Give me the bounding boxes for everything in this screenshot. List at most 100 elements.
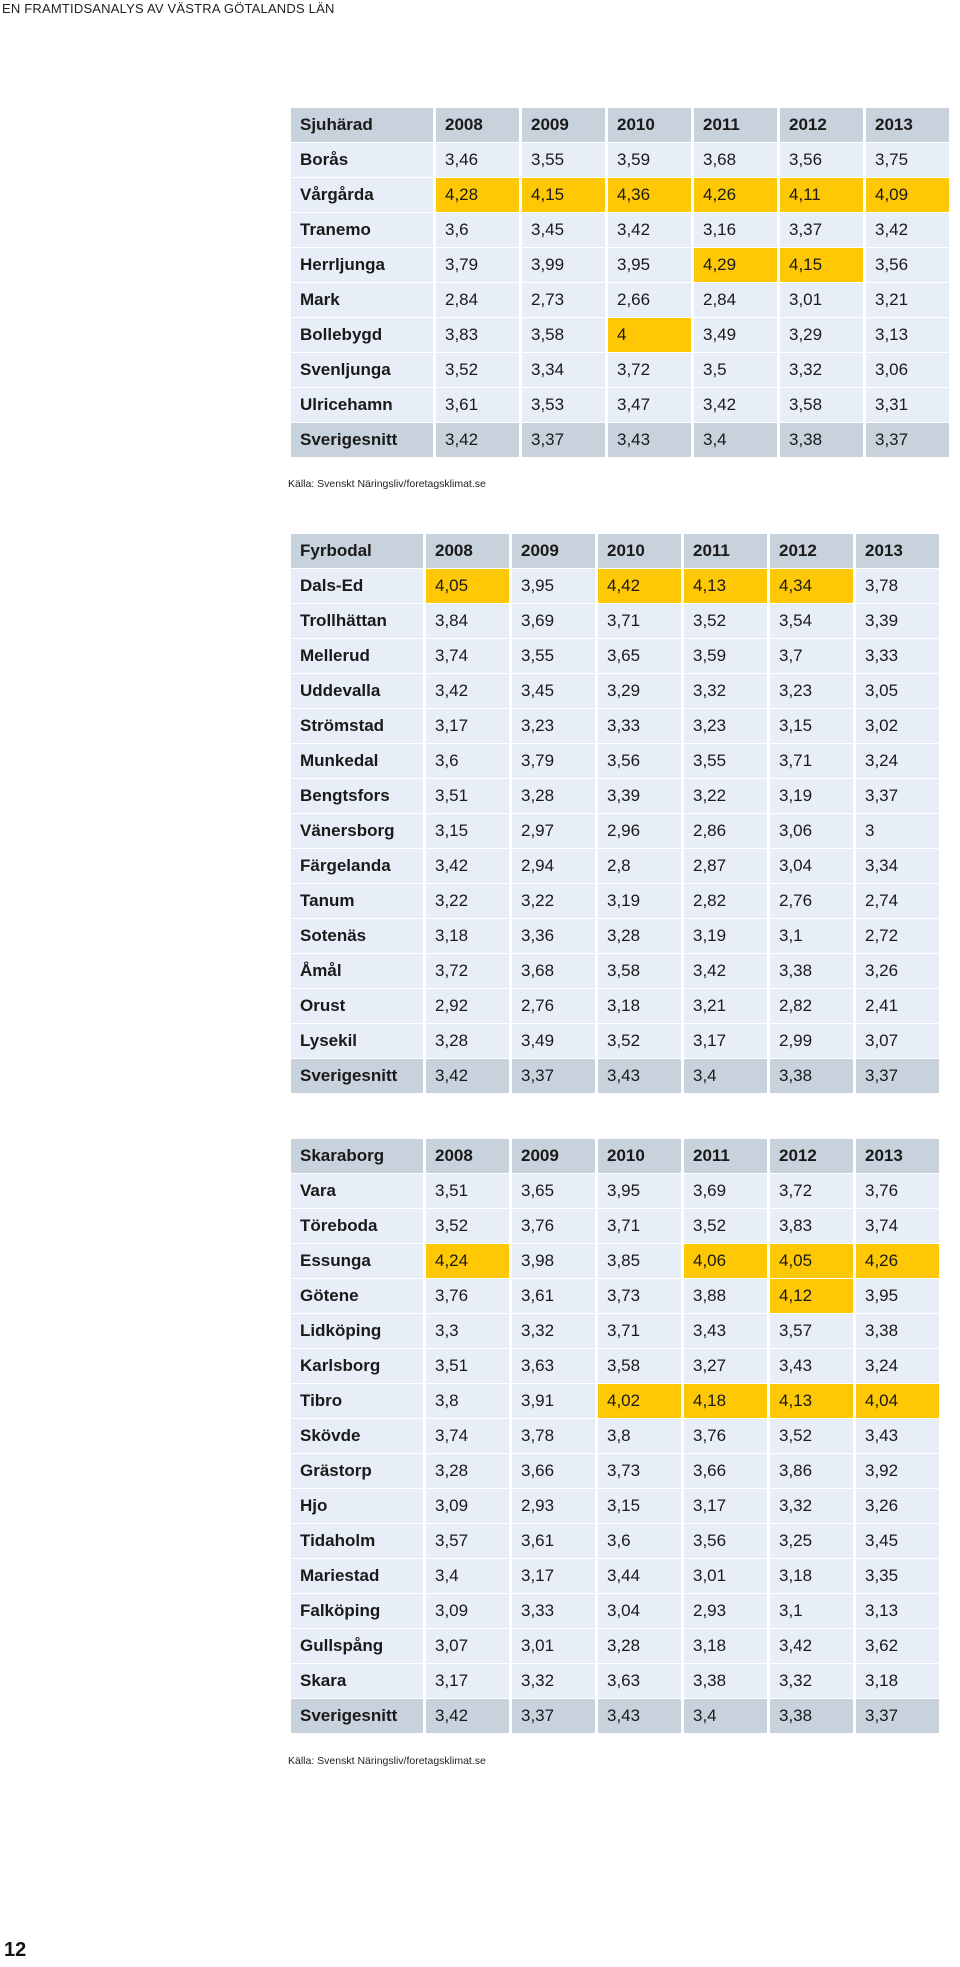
rating-cell: 3,49 (694, 318, 777, 353)
rating-cell: 3,17 (426, 709, 509, 744)
rating-cell: 3,54 (770, 604, 853, 639)
rating-cell: 2,76 (770, 884, 853, 919)
rating-cell: 3,4 (426, 1559, 509, 1594)
rating-cell: 3,29 (598, 674, 681, 709)
table-row: Ulricehamn 3,61 3,53 3,47 3,42 3,58 3,31 (291, 388, 949, 423)
rating-cell: 3,58 (598, 1349, 681, 1384)
rating-cell: 3,45 (856, 1524, 939, 1559)
year-header: 2013 (856, 1139, 939, 1174)
rating-cell: 3,42 (426, 849, 509, 884)
rating-cell: 3,61 (436, 388, 519, 423)
table-row: Bengtsfors 3,51 3,28 3,39 3,22 3,19 3,37 (291, 779, 939, 814)
rating-cell: 3,33 (598, 709, 681, 744)
rating-cell: 3,69 (512, 604, 595, 639)
municipality-name: Mark (291, 283, 433, 318)
year-header: 2010 (598, 1139, 681, 1174)
rating-cell: 3,65 (512, 1174, 595, 1209)
rating-cell: 4,26 (694, 178, 777, 213)
rating-cell: 4,04 (856, 1384, 939, 1419)
rating-cell: 3,01 (512, 1629, 595, 1664)
rating-cell: 4,05 (770, 1244, 853, 1279)
rating-cell: 3,09 (426, 1489, 509, 1524)
rating-cell: 3,84 (426, 604, 509, 639)
table-header-row: Skaraborg 2008 2009 2010 2011 2012 2013 (291, 1139, 939, 1174)
rating-cell: 3,95 (856, 1279, 939, 1314)
rating-cell: 3,58 (522, 318, 605, 353)
rating-cell: 4,13 (770, 1384, 853, 1419)
rating-cell: 4 (608, 318, 691, 353)
rating-cell: 3,52 (684, 604, 767, 639)
rating-cell: 3,19 (598, 884, 681, 919)
year-header: 2008 (436, 108, 519, 143)
rating-cell: 3,76 (856, 1174, 939, 1209)
municipality-name: Vårgårda (291, 178, 433, 213)
rating-cell: 3,28 (598, 1629, 681, 1664)
rating-cell: 3,65 (598, 639, 681, 674)
rating-cell: 3,19 (770, 779, 853, 814)
rating-cell: 3,32 (780, 353, 863, 388)
rating-cell: 3,32 (512, 1664, 595, 1699)
table-row: Dals-Ed 4,05 3,95 4,42 4,13 4,34 3,78 (291, 569, 939, 604)
rating-cell: 3,37 (856, 779, 939, 814)
rating-cell: 3,45 (512, 674, 595, 709)
rating-cell: 3,6 (426, 744, 509, 779)
rating-cell: 3,07 (426, 1629, 509, 1664)
table-row: Svenljunga 3,52 3,34 3,72 3,5 3,32 3,06 (291, 353, 949, 388)
rating-cell: 3,27 (684, 1349, 767, 1384)
average-cell: 3,42 (426, 1059, 509, 1094)
rating-cell: 3,16 (694, 213, 777, 248)
rating-cell: 3,57 (426, 1524, 509, 1559)
table-row: Töreboda 3,52 3,76 3,71 3,52 3,83 3,74 (291, 1209, 939, 1244)
year-header: 2008 (426, 534, 509, 569)
rating-cell: 2,94 (512, 849, 595, 884)
rating-cell: 3,74 (426, 1419, 509, 1454)
rating-cell: 3,25 (770, 1524, 853, 1559)
average-row: Sverigesnitt 3,42 3,37 3,43 3,4 3,38 3,37 (291, 1059, 939, 1094)
rating-cell: 2,99 (770, 1024, 853, 1059)
average-label: Sverigesnitt (291, 1059, 423, 1094)
region-header: Fyrbodal (291, 534, 423, 569)
year-header: 2013 (866, 108, 949, 143)
rating-cell: 3,57 (770, 1314, 853, 1349)
rating-cell: 3,43 (856, 1419, 939, 1454)
rating-cell: 3,66 (512, 1454, 595, 1489)
municipality-name: Lysekil (291, 1024, 423, 1059)
rating-cell: 3,38 (684, 1664, 767, 1699)
rating-cell: 4,29 (694, 248, 777, 283)
municipality-name: Orust (291, 989, 423, 1024)
municipality-name: Grästorp (291, 1454, 423, 1489)
table-row: Åmål 3,72 3,68 3,58 3,42 3,38 3,26 (291, 954, 939, 989)
rating-cell: 3,39 (856, 604, 939, 639)
year-header: 2010 (598, 534, 681, 569)
rating-cell: 2,76 (512, 989, 595, 1024)
rating-cell: 3,31 (866, 388, 949, 423)
rating-cell: 3,7 (770, 639, 853, 674)
rating-cell: 3,04 (598, 1594, 681, 1629)
average-cell: 3,43 (608, 423, 691, 458)
rating-cell: 2,97 (512, 814, 595, 849)
table-row: Munkedal 3,6 3,79 3,56 3,55 3,71 3,24 (291, 744, 939, 779)
municipality-name: Åmål (291, 954, 423, 989)
rating-cell: 2,86 (684, 814, 767, 849)
municipality-name: Strömstad (291, 709, 423, 744)
rating-cell: 3,06 (866, 353, 949, 388)
table-fyrbodal: Fyrbodal 2008 2009 2010 2011 2012 2013 Dals-Ed 4… (288, 534, 942, 1094)
rating-cell: 3,29 (780, 318, 863, 353)
table-row: Borås 3,46 3,55 3,59 3,68 3,56 3,75 (291, 143, 949, 178)
rating-cell: 3,79 (512, 744, 595, 779)
rating-cell: 3,15 (770, 709, 853, 744)
rating-cell: 3,66 (684, 1454, 767, 1489)
table-row: Mark 2,84 2,73 2,66 2,84 3,01 3,21 (291, 283, 949, 318)
region-header: Sjuhärad (291, 108, 433, 143)
rating-cell: 3,28 (512, 779, 595, 814)
rating-cell: 3,22 (512, 884, 595, 919)
rating-cell: 2,84 (436, 283, 519, 318)
table-row: Gullspång 3,07 3,01 3,28 3,18 3,42 3,62 (291, 1629, 939, 1664)
rating-cell: 2,87 (684, 849, 767, 884)
average-cell: 3,42 (436, 423, 519, 458)
average-cell: 3,38 (770, 1059, 853, 1094)
rating-cell: 2,84 (694, 283, 777, 318)
year-header: 2009 (512, 1139, 595, 1174)
municipality-name: Bengtsfors (291, 779, 423, 814)
year-header: 2009 (522, 108, 605, 143)
